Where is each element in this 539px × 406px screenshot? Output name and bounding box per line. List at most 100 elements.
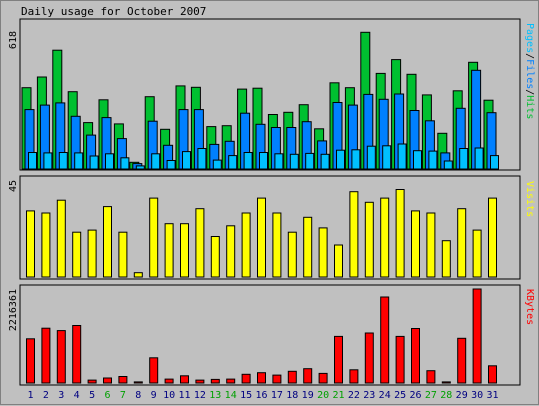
bar-visits-day-30 [472, 229, 482, 278]
bar-kbytes-day-13 [210, 378, 220, 384]
bar-kbytes-day-18 [287, 370, 297, 384]
bar-pages-day-28 [443, 160, 453, 170]
bar-visits-day-31 [488, 197, 497, 278]
bar-visits-day-25 [395, 189, 405, 278]
bar-pages-day-7 [120, 157, 130, 170]
bar-visits-day-9 [149, 197, 159, 278]
panel-hits-files-pages: 618 Pages/Files/Hits [8, 18, 535, 171]
bar-kbytes-day-3 [56, 330, 66, 384]
day-label-26: 26 [409, 390, 421, 401]
day-labels: 1 2 3 4 5 6 7 8 9 10 11 12 13 14 15 16 17 18 19 20 21 22 23 24 2… [27, 390, 498, 401]
bar-pages-day-16 [259, 152, 268, 170]
bar-visits-day-1 [26, 210, 35, 278]
bar-kbytes-day-16 [257, 372, 266, 384]
bar-kbytes-day-5 [87, 379, 97, 384]
day-label-22: 22 [348, 390, 360, 401]
bar-pages-day-9 [151, 153, 161, 170]
bar-visits-day-24 [380, 197, 390, 278]
bar-pages-day-12 [197, 148, 207, 170]
day-label-9: 9 [151, 390, 157, 401]
panel-kbytes-frame [19, 284, 521, 386]
bar-visits-day-22 [349, 191, 359, 278]
visits-bars [26, 189, 497, 278]
day-label-21: 21 [332, 390, 344, 401]
day-label-15: 15 [240, 390, 252, 401]
bar-visits-day-18 [287, 231, 297, 278]
kbytes-max-label: 2216361 [8, 289, 19, 331]
bar-kbytes-day-24 [380, 296, 390, 384]
bar-pages-day-22 [351, 149, 361, 170]
bar-pages-day-18 [289, 153, 299, 170]
bar-visits-day-23 [364, 201, 374, 278]
bar-kbytes-day-31 [488, 365, 497, 384]
bar-kbytes-day-9 [149, 357, 159, 384]
bar-visits-day-4 [72, 231, 82, 278]
bar-pages-day-31 [490, 155, 499, 170]
hits-max-label: 618 [8, 31, 19, 49]
panel-kbytes: 2216361 KBytes [8, 284, 535, 386]
bar-pages-day-17 [274, 153, 284, 170]
panel-visits: 45 Visits [8, 175, 535, 280]
bar-kbytes-day-15 [241, 373, 251, 384]
bar-kbytes-day-20 [318, 372, 328, 384]
bar-pages-day-26 [413, 150, 422, 170]
bar-kbytes-day-11 [180, 375, 189, 384]
day-label-5: 5 [89, 390, 95, 401]
chart-title: Daily usage for October 2007 [21, 5, 206, 18]
day-label-29: 29 [456, 390, 468, 401]
day-label-30: 30 [471, 390, 483, 401]
legend-files: Files [524, 59, 535, 89]
bar-pages-day-2 [43, 152, 53, 170]
hits-side-label: Pages/Files/Hits [524, 23, 535, 119]
hits-bars [21, 31, 499, 170]
day-label-17: 17 [271, 390, 283, 401]
bar-visits-day-7 [118, 231, 128, 278]
bar-visits-day-28 [441, 240, 451, 278]
bar-visits-day-12 [195, 208, 205, 278]
bar-pages-day-14 [228, 155, 238, 170]
bar-visits-day-15 [241, 212, 251, 278]
day-label-11: 11 [178, 390, 190, 401]
bar-pages-day-3 [58, 152, 68, 170]
day-label-2: 2 [43, 390, 49, 401]
day-label-6: 6 [104, 390, 110, 401]
day-label-25: 25 [394, 390, 406, 401]
day-label-16: 16 [255, 390, 267, 401]
bar-kbytes-day-23 [364, 332, 374, 384]
bar-visits-day-6 [103, 206, 112, 278]
bar-kbytes-day-19 [303, 368, 313, 384]
bar-pages-day-23 [366, 145, 376, 170]
day-label-8: 8 [135, 390, 141, 401]
day-label-23: 23 [363, 390, 375, 401]
bar-visits-day-11 [180, 223, 189, 278]
bar-pages-day-10 [166, 160, 176, 170]
day-label-4: 4 [74, 390, 80, 401]
bar-visits-day-26 [411, 210, 420, 278]
day-label-3: 3 [58, 390, 64, 401]
bar-visits-day-13 [210, 236, 220, 278]
bar-pages-day-11 [182, 151, 191, 170]
bar-kbytes-day-12 [195, 379, 205, 384]
day-label-20: 20 [317, 390, 329, 401]
kbytes-side-label: KBytes [524, 289, 535, 325]
bar-visits-day-20 [318, 227, 328, 278]
bar-kbytes-day-26 [411, 328, 420, 384]
kbytes-bars [26, 288, 497, 384]
bar-visits-day-3 [56, 199, 66, 278]
bar-visits-day-14 [226, 225, 236, 278]
bar-pages-day-5 [89, 155, 99, 170]
bar-visits-day-21 [334, 244, 343, 278]
bar-kbytes-day-1 [26, 338, 35, 384]
bar-kbytes-day-4 [72, 325, 82, 384]
day-label-19: 19 [302, 390, 314, 401]
bar-kbytes-day-2 [41, 327, 51, 384]
bar-kbytes-day-8 [133, 381, 143, 384]
bar-pages-day-27 [428, 150, 438, 170]
bar-pages-day-8 [135, 165, 145, 170]
day-label-7: 7 [120, 390, 126, 401]
bar-kbytes-day-21 [334, 335, 343, 384]
bar-pages-day-6 [105, 153, 114, 170]
day-label-13: 13 [209, 390, 221, 401]
